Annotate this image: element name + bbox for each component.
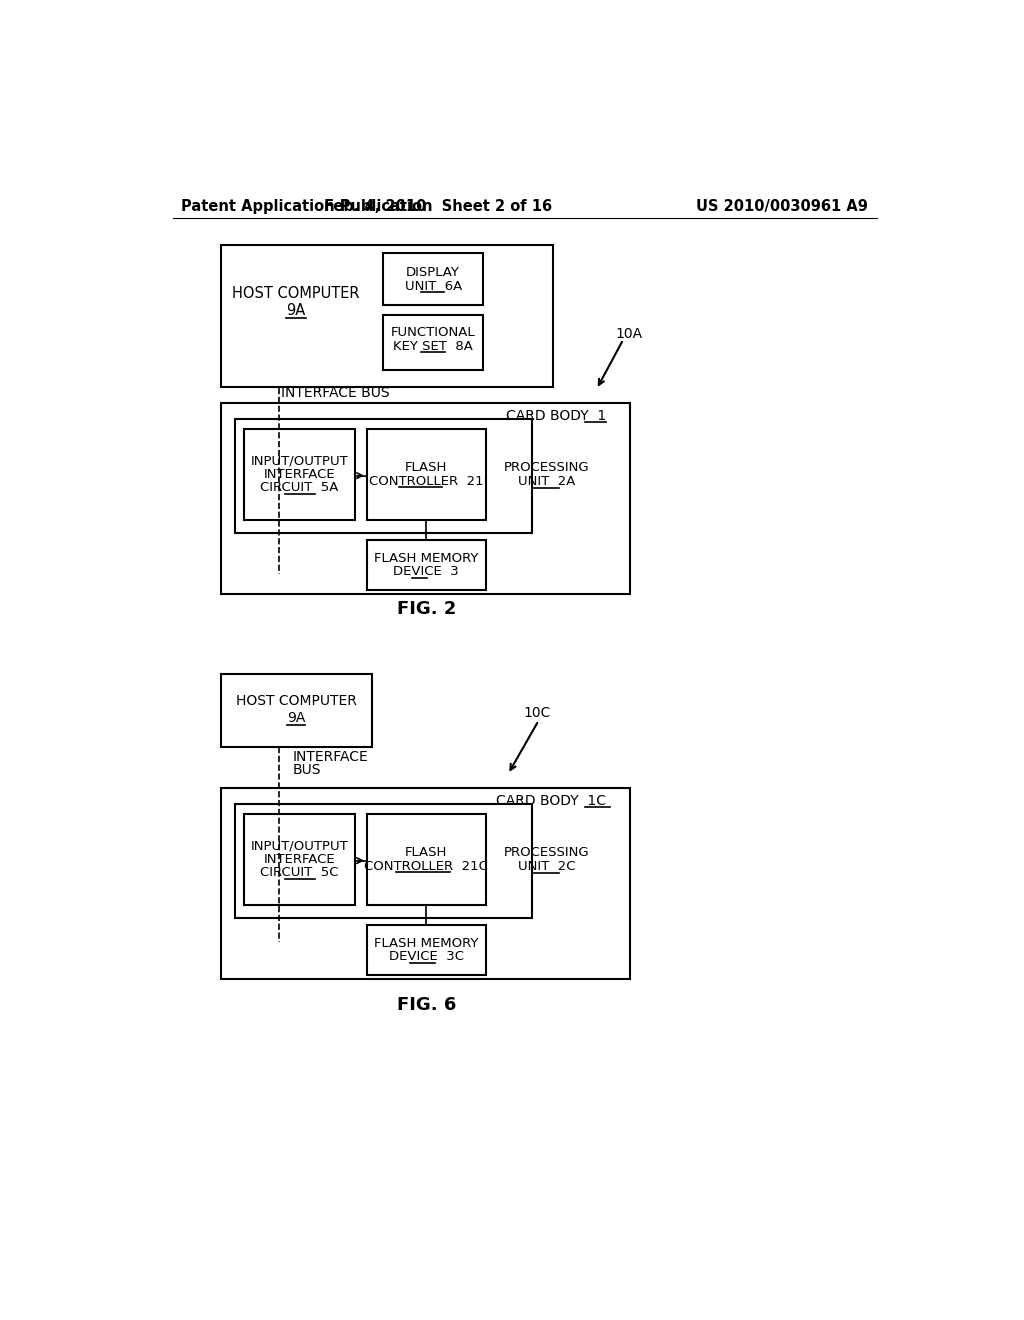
Bar <box>221 404 630 594</box>
Bar <box>221 675 372 747</box>
Text: FLASH: FLASH <box>406 462 447 474</box>
Text: Feb. 4, 2010   Sheet 2 of 16: Feb. 4, 2010 Sheet 2 of 16 <box>325 198 553 214</box>
Text: 9A: 9A <box>287 711 305 725</box>
Text: UNIT  6A: UNIT 6A <box>404 280 462 293</box>
Text: DEVICE  3C: DEVICE 3C <box>389 949 464 962</box>
Text: BUS: BUS <box>292 763 321 776</box>
Text: US 2010/0030961 A9: US 2010/0030961 A9 <box>696 198 868 214</box>
Text: PROCESSING: PROCESSING <box>504 462 589 474</box>
Text: FIG. 6: FIG. 6 <box>396 997 456 1014</box>
Text: FLASH MEMORY: FLASH MEMORY <box>374 936 478 949</box>
Text: HOST COMPUTER: HOST COMPUTER <box>236 694 356 709</box>
Bar <box>383 253 483 305</box>
Bar <box>221 788 630 979</box>
Bar <box>236 804 531 917</box>
Text: PROCESSING: PROCESSING <box>504 846 589 859</box>
Text: 9A: 9A <box>287 304 306 318</box>
Text: KEY SET  8A: KEY SET 8A <box>393 339 473 352</box>
Text: HOST COMPUTER: HOST COMPUTER <box>232 285 359 301</box>
Bar <box>367 925 486 974</box>
Text: INPUT/OUTPUT: INPUT/OUTPUT <box>250 454 348 467</box>
Bar <box>367 540 486 590</box>
Text: CONTROLLER  21: CONTROLLER 21 <box>369 474 483 487</box>
Text: CIRCUIT  5A: CIRCUIT 5A <box>260 480 338 494</box>
Text: 10A: 10A <box>615 327 643 341</box>
Text: FIG. 2: FIG. 2 <box>396 599 456 618</box>
Text: UNIT  2C: UNIT 2C <box>517 859 575 873</box>
Bar <box>236 418 531 533</box>
Text: FLASH MEMORY: FLASH MEMORY <box>374 552 478 565</box>
Text: CONTROLLER  21C: CONTROLLER 21C <box>365 859 488 873</box>
Text: CIRCUIT  5C: CIRCUIT 5C <box>260 866 339 879</box>
Text: DISPLAY: DISPLAY <box>407 265 460 279</box>
Text: FLASH: FLASH <box>406 846 447 859</box>
Text: INTERFACE: INTERFACE <box>263 853 335 866</box>
Text: UNIT  2A: UNIT 2A <box>518 474 575 487</box>
Text: INTERFACE: INTERFACE <box>292 751 368 764</box>
Bar <box>367 814 486 906</box>
Text: INTERFACE BUS: INTERFACE BUS <box>281 387 389 400</box>
Text: FUNCTIONAL: FUNCTIONAL <box>391 326 475 339</box>
Text: Patent Application Publication: Patent Application Publication <box>180 198 432 214</box>
Text: 10C: 10C <box>523 706 551 719</box>
Bar <box>244 429 355 520</box>
Text: INPUT/OUTPUT: INPUT/OUTPUT <box>250 840 348 853</box>
Bar <box>221 244 553 387</box>
Text: CARD BODY  1: CARD BODY 1 <box>506 409 606 422</box>
Bar <box>244 814 355 906</box>
Text: CARD BODY  1C: CARD BODY 1C <box>497 793 606 808</box>
Text: INTERFACE: INTERFACE <box>263 467 335 480</box>
Text: DEVICE  3: DEVICE 3 <box>393 565 459 578</box>
Bar <box>383 314 483 370</box>
Bar <box>367 429 486 520</box>
